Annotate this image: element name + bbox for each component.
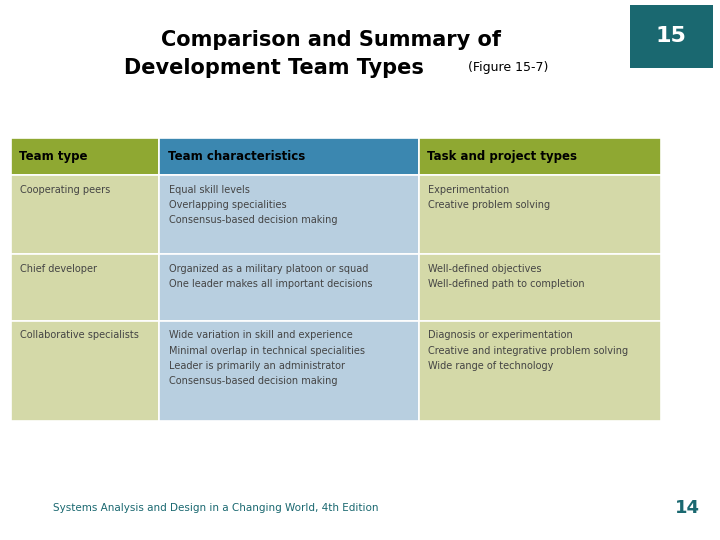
Text: Team type: Team type xyxy=(19,150,88,163)
Text: Well-defined objectives: Well-defined objectives xyxy=(428,264,541,274)
Text: Chief developer: Chief developer xyxy=(20,264,97,274)
Text: Minimal overlap in technical specialities: Minimal overlap in technical specialitie… xyxy=(168,346,365,356)
Text: 14: 14 xyxy=(675,498,700,517)
Text: Consensus-based decision making: Consensus-based decision making xyxy=(168,215,337,225)
Text: Leader is primarily an administrator: Leader is primarily an administrator xyxy=(168,361,345,371)
Text: Overlapping specialities: Overlapping specialities xyxy=(168,200,287,210)
Text: Cooperating peers: Cooperating peers xyxy=(20,185,110,195)
Text: Equal skill levels: Equal skill levels xyxy=(168,185,250,195)
Text: Team characteristics: Team characteristics xyxy=(168,150,305,163)
Text: Task and project types: Task and project types xyxy=(427,150,577,163)
Text: Diagnosis or experimentation: Diagnosis or experimentation xyxy=(428,330,572,341)
Text: Wide range of technology: Wide range of technology xyxy=(428,361,554,371)
Text: Wide variation in skill and experience: Wide variation in skill and experience xyxy=(168,330,353,341)
Text: Comparison and Summary of: Comparison and Summary of xyxy=(161,30,501,51)
FancyBboxPatch shape xyxy=(630,5,713,68)
Text: Development Team Types: Development Team Types xyxy=(124,57,423,78)
Text: Well-defined path to completion: Well-defined path to completion xyxy=(428,279,585,289)
Text: (Figure 15-7): (Figure 15-7) xyxy=(464,61,549,74)
Text: Organized as a military platoon or squad: Organized as a military platoon or squad xyxy=(168,264,368,274)
Text: One leader makes all important decisions: One leader makes all important decisions xyxy=(168,279,372,289)
Text: Experimentation: Experimentation xyxy=(428,185,509,195)
Text: 15: 15 xyxy=(656,26,687,46)
Text: Creative and integrative problem solving: Creative and integrative problem solving xyxy=(428,346,628,356)
Text: Systems Analysis and Design in a Changing World, 4th Edition: Systems Analysis and Design in a Changin… xyxy=(53,503,379,512)
Text: Collaborative specialists: Collaborative specialists xyxy=(20,330,139,341)
Text: Creative problem solving: Creative problem solving xyxy=(428,200,550,210)
Text: Consensus-based decision making: Consensus-based decision making xyxy=(168,376,337,386)
